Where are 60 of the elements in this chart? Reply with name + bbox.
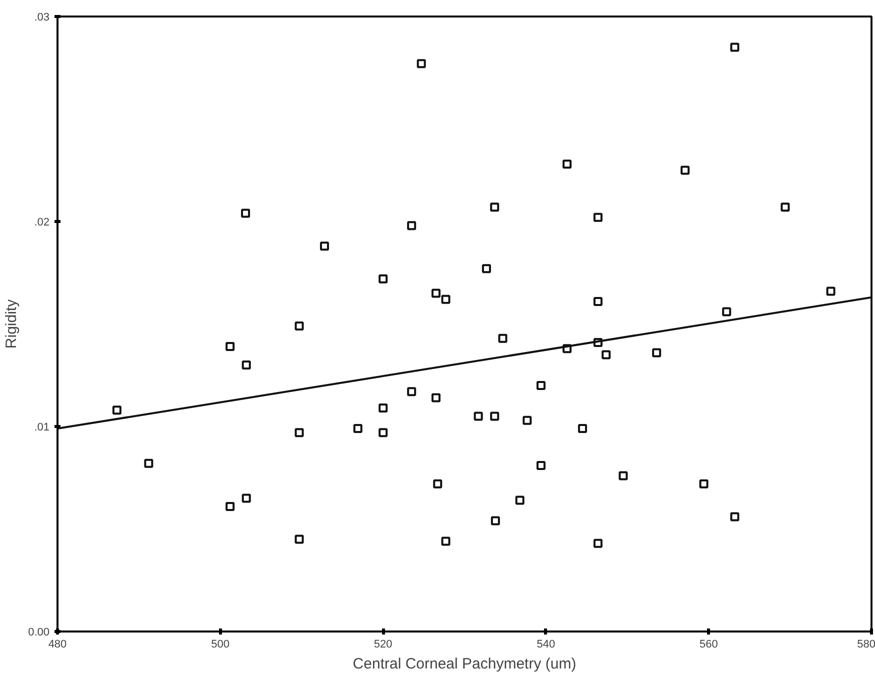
point — [482, 264, 491, 274]
point — [593, 212, 602, 222]
point — [407, 221, 416, 230]
point — [722, 307, 732, 316]
point — [441, 294, 450, 304]
point — [515, 496, 524, 505]
point — [432, 393, 441, 402]
point — [378, 404, 388, 413]
x-tick-label: 520 — [374, 638, 392, 650]
point — [407, 387, 416, 396]
x-tick-label: 580 — [857, 638, 875, 650]
point — [490, 202, 500, 212]
y-tick-label: .02 — [34, 216, 50, 228]
point — [652, 348, 662, 358]
point — [112, 406, 122, 415]
point — [730, 512, 740, 522]
point — [144, 458, 154, 468]
point — [416, 59, 426, 68]
point — [241, 208, 250, 218]
point — [522, 416, 532, 425]
point — [242, 360, 251, 370]
point — [378, 274, 388, 284]
point — [242, 494, 251, 503]
point — [294, 428, 304, 438]
point — [226, 342, 235, 352]
point — [320, 242, 329, 251]
point — [353, 424, 362, 434]
point — [474, 412, 483, 421]
point — [618, 471, 628, 480]
point — [294, 534, 304, 544]
point — [498, 334, 508, 343]
point — [378, 428, 388, 438]
point — [432, 288, 441, 298]
x-tick-label: 560 — [700, 638, 718, 650]
point — [578, 424, 588, 434]
x-tick-label: 540 — [536, 638, 556, 650]
point — [593, 296, 602, 306]
point — [490, 412, 500, 421]
point — [226, 502, 235, 511]
point — [536, 460, 546, 470]
x-axis-title: Central Corneal Pachymetry (um) — [352, 656, 576, 672]
point — [826, 286, 836, 296]
point — [699, 479, 708, 488]
point — [602, 350, 611, 360]
y-axis-title: Rigidity — [3, 298, 20, 349]
x-tick-label: 500 — [211, 638, 230, 650]
point — [780, 202, 790, 212]
point — [536, 381, 546, 390]
point — [441, 536, 450, 546]
point — [593, 538, 602, 548]
point — [562, 160, 572, 169]
y-tick-label: .01 — [34, 422, 50, 434]
point — [294, 322, 304, 331]
y-tick-label: 0.00 — [28, 626, 50, 638]
point — [730, 42, 740, 52]
point — [680, 166, 690, 175]
x-tick-label: 480 — [48, 638, 67, 650]
point — [433, 479, 442, 488]
point — [490, 516, 500, 526]
y-tick-label: .03 — [34, 12, 50, 24]
